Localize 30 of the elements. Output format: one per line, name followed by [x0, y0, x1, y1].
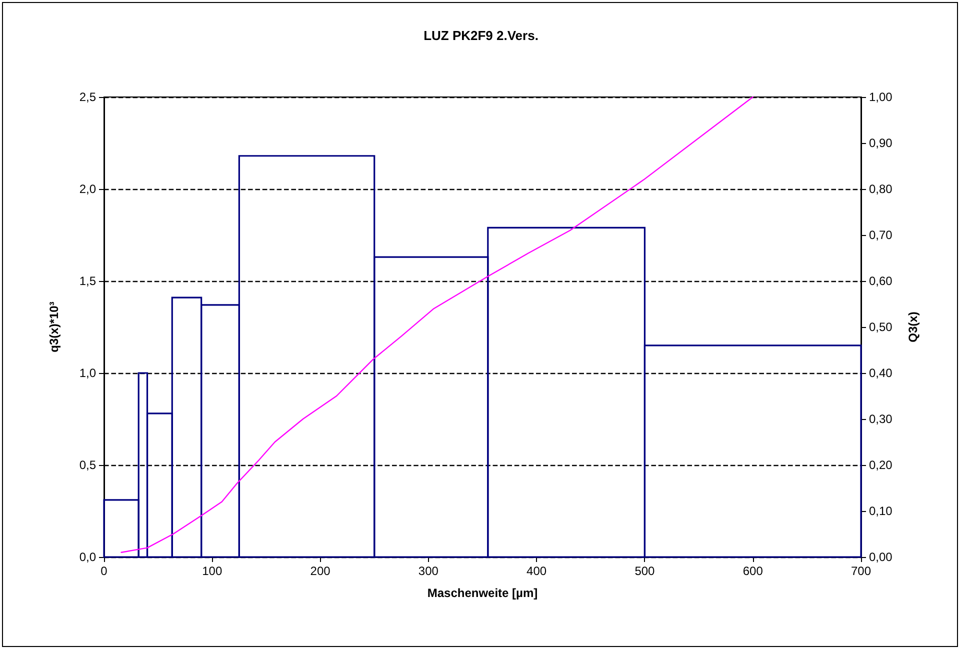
- y2-tick-label: 0,40: [869, 366, 893, 380]
- y2-tick-label: 0,70: [869, 228, 893, 242]
- y-tick-label: 1,5: [79, 274, 96, 288]
- x-tick-label: 0: [100, 564, 108, 578]
- y2-tick-label: 0,30: [869, 412, 893, 426]
- chart-title: LUZ PK2F9 2.Vers.: [424, 28, 538, 43]
- x-tick-label: 300: [418, 564, 439, 578]
- y-tick-label: 2,5: [79, 90, 96, 104]
- y2-tick-label: 0,20: [869, 458, 893, 472]
- x-tick-label: 600: [742, 564, 764, 578]
- y2-axis-title: Q3(x): [906, 312, 920, 342]
- y-tick-label: 0,0: [79, 550, 96, 564]
- y-axis-title: q3(x)*10³: [47, 302, 61, 352]
- y2-tick-label: 0,90: [869, 136, 893, 150]
- y2-tick-label: 0,50: [869, 320, 893, 334]
- y-tick-label: 2,0: [79, 182, 96, 196]
- x-tick-label: 400: [526, 564, 547, 578]
- x-axis-title: Maschenweite [µm]: [427, 586, 538, 600]
- line-series: [120, 96, 754, 553]
- y2-tick-label: 0,80: [869, 182, 893, 196]
- x-tick-label: 200: [310, 564, 331, 578]
- y-tick-label: 0,5: [79, 458, 96, 472]
- y2-tick-label: 0,60: [869, 274, 893, 288]
- x-tick-label: 100: [202, 564, 222, 578]
- y2-tick-label: 1,00: [869, 90, 893, 104]
- y-tick-label: 1,0: [79, 366, 96, 380]
- y2-tick-label: 0,10: [869, 504, 893, 518]
- x-tick-label: 700: [850, 564, 872, 578]
- y2-tick-label: 0,00: [869, 550, 893, 564]
- x-tick-label: 500: [634, 564, 656, 578]
